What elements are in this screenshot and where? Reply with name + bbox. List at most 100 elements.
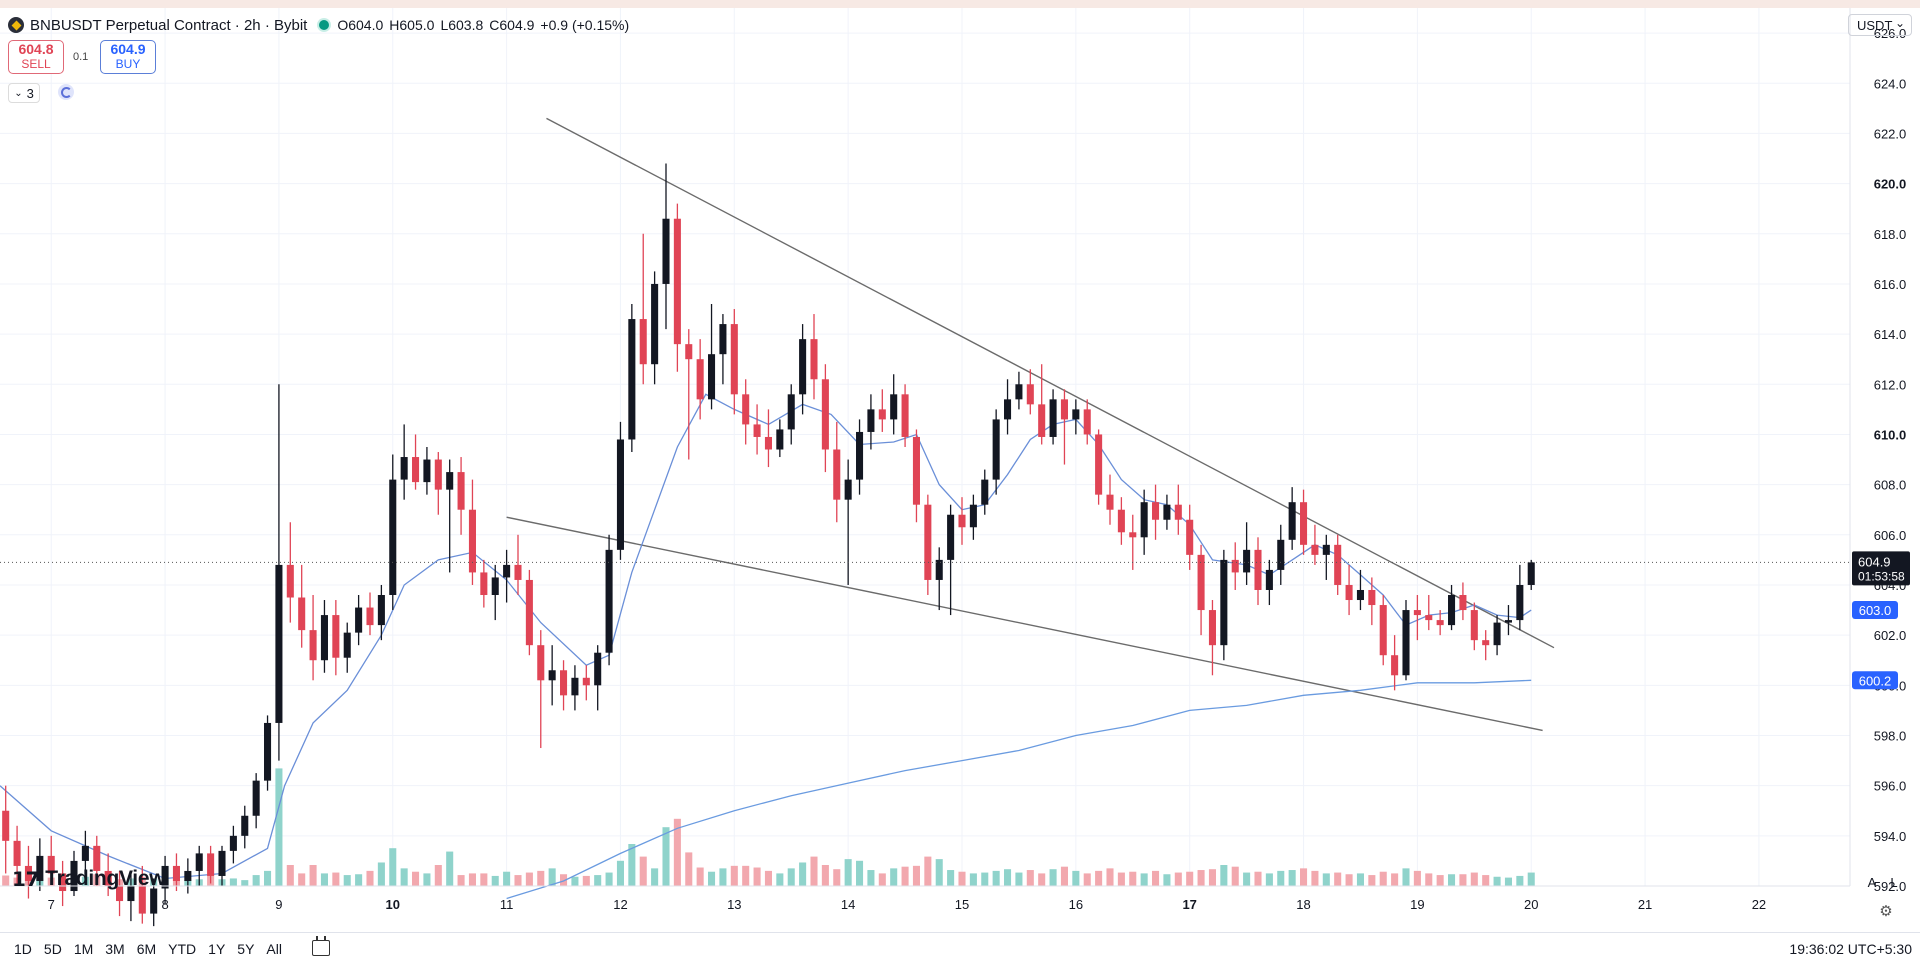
chart-legend: BNBUSDT Perpetual Contract · 2h · Bybit … (8, 14, 635, 36)
log-scale-button[interactable]: L (1890, 875, 1898, 890)
candle-body (708, 354, 716, 400)
volume-bar (1220, 865, 1228, 886)
candle-body (1038, 404, 1046, 437)
volume-bar (901, 866, 909, 886)
volume-bar (1425, 873, 1433, 886)
utc-clock[interactable]: 19:36:02 UTC+5:30 (1789, 941, 1912, 957)
trendline (546, 117, 1555, 649)
price-tick-label: 606.0 (1874, 528, 1907, 543)
price-tick-label: 624.0 (1874, 76, 1907, 91)
volume-bar (1015, 872, 1023, 886)
buy-button[interactable]: 604.9 BUY (100, 40, 156, 74)
candle-body (1368, 589, 1376, 606)
range-1d[interactable]: 1D (14, 941, 32, 957)
candle-body (764, 436, 772, 450)
candle-body (1197, 554, 1205, 611)
volume-bar (560, 874, 568, 886)
volume-bar (480, 873, 488, 886)
ma-price-label: 600.2 (1859, 673, 1892, 688)
candle-body (1220, 559, 1228, 646)
volume-bar (332, 872, 340, 886)
volume-bar (1379, 871, 1387, 886)
range-ytd[interactable]: YTD (168, 941, 197, 957)
volume-bar (412, 871, 420, 886)
candle-body (1186, 519, 1194, 555)
volume-bar (1334, 872, 1342, 886)
volume-bar (1265, 873, 1273, 886)
volume-bar (423, 873, 431, 886)
date-tick-label: 16 (1069, 897, 1083, 912)
sell-button[interactable]: 604.8 SELL (8, 40, 64, 74)
range-5y[interactable]: 5Y (237, 941, 255, 957)
ma-price-label: 603.0 (1859, 603, 1892, 618)
volume-bar (947, 870, 955, 886)
gear-icon[interactable]: ⚙ (1879, 903, 1893, 920)
candle-body (1516, 584, 1524, 621)
price-tick-label: 622.0 (1874, 126, 1907, 141)
refresh-icon[interactable] (58, 84, 74, 100)
price-tick-label: 618.0 (1874, 227, 1907, 242)
price-chart[interactable]: 592.0594.0596.0598.0600.0602.0604.0606.0… (0, 0, 1920, 932)
candle-body (1163, 504, 1171, 520)
volume-bar (1254, 871, 1262, 886)
candle-body (1106, 494, 1114, 510)
candle-body (1322, 544, 1330, 555)
range-1m[interactable]: 1M (73, 941, 94, 957)
volume-bar (2, 875, 10, 886)
auto-scale-button[interactable]: A (1867, 875, 1877, 890)
volume-bar (662, 827, 670, 886)
volume-bar (810, 856, 818, 886)
candle-body (332, 615, 340, 658)
volume-bar (856, 860, 864, 886)
volume-bar (1049, 869, 1057, 886)
currency-select[interactable]: USDT (1848, 12, 1912, 36)
candle-body (525, 579, 533, 646)
range-5d[interactable]: 5D (43, 941, 62, 957)
range-all[interactable]: All (266, 941, 282, 957)
range-1y[interactable]: 1Y (208, 941, 226, 957)
candle-body (787, 394, 795, 430)
candle-body (116, 886, 124, 902)
tradingview-logo[interactable]: 𝟭𝟳 TradingView (12, 866, 166, 892)
volume-bar (969, 873, 977, 886)
candle-body (1504, 620, 1512, 623)
chart-grid (0, 8, 1850, 887)
bnb-coin-icon (8, 17, 24, 33)
volume-bar (719, 868, 727, 886)
tradingview-mark-icon: 𝟭𝟳 (12, 868, 40, 891)
calendar-icon[interactable] (312, 936, 330, 956)
volume-bar (298, 873, 306, 886)
candle-body (742, 394, 750, 425)
candle-body (93, 845, 101, 871)
ohlc-values: O604.0 H605.0 L603.8 C604.9 +0.9 (+0.15%) (337, 17, 635, 33)
volume-bar (890, 868, 898, 886)
volume-bar (377, 862, 385, 886)
volume-bar (1004, 869, 1012, 886)
candle-body (468, 509, 476, 573)
candle-body (969, 504, 977, 528)
range-3m[interactable]: 3M (105, 941, 125, 957)
candle-body (696, 359, 704, 400)
candle-body (958, 514, 966, 528)
symbol-title[interactable]: BNBUSDT Perpetual Contract · 2h · Bybit (30, 16, 308, 34)
trendlines (506, 117, 1555, 732)
volume-bar (753, 867, 761, 886)
volume-bar (844, 859, 852, 886)
moving-average-fast (0, 393, 1532, 880)
price-tick-label: 602.0 (1874, 628, 1907, 643)
indicators-count: 3 (26, 85, 34, 101)
volume-bar (878, 873, 886, 886)
candle-body (1083, 409, 1091, 435)
date-tick-label: 17 (1182, 897, 1196, 912)
candle-body (1026, 384, 1034, 405)
range-6m[interactable]: 6M (136, 941, 157, 957)
candle-body (1413, 610, 1421, 616)
candle-body (1152, 502, 1160, 520)
date-tick-label: 13 (727, 897, 741, 912)
indicators-toggle[interactable]: ⌄ 3 (8, 83, 40, 103)
candle-body (503, 564, 511, 578)
candle-body (1265, 569, 1273, 590)
candle-body (138, 886, 146, 914)
volume-bar (1311, 870, 1319, 886)
candle-body (1379, 605, 1387, 656)
